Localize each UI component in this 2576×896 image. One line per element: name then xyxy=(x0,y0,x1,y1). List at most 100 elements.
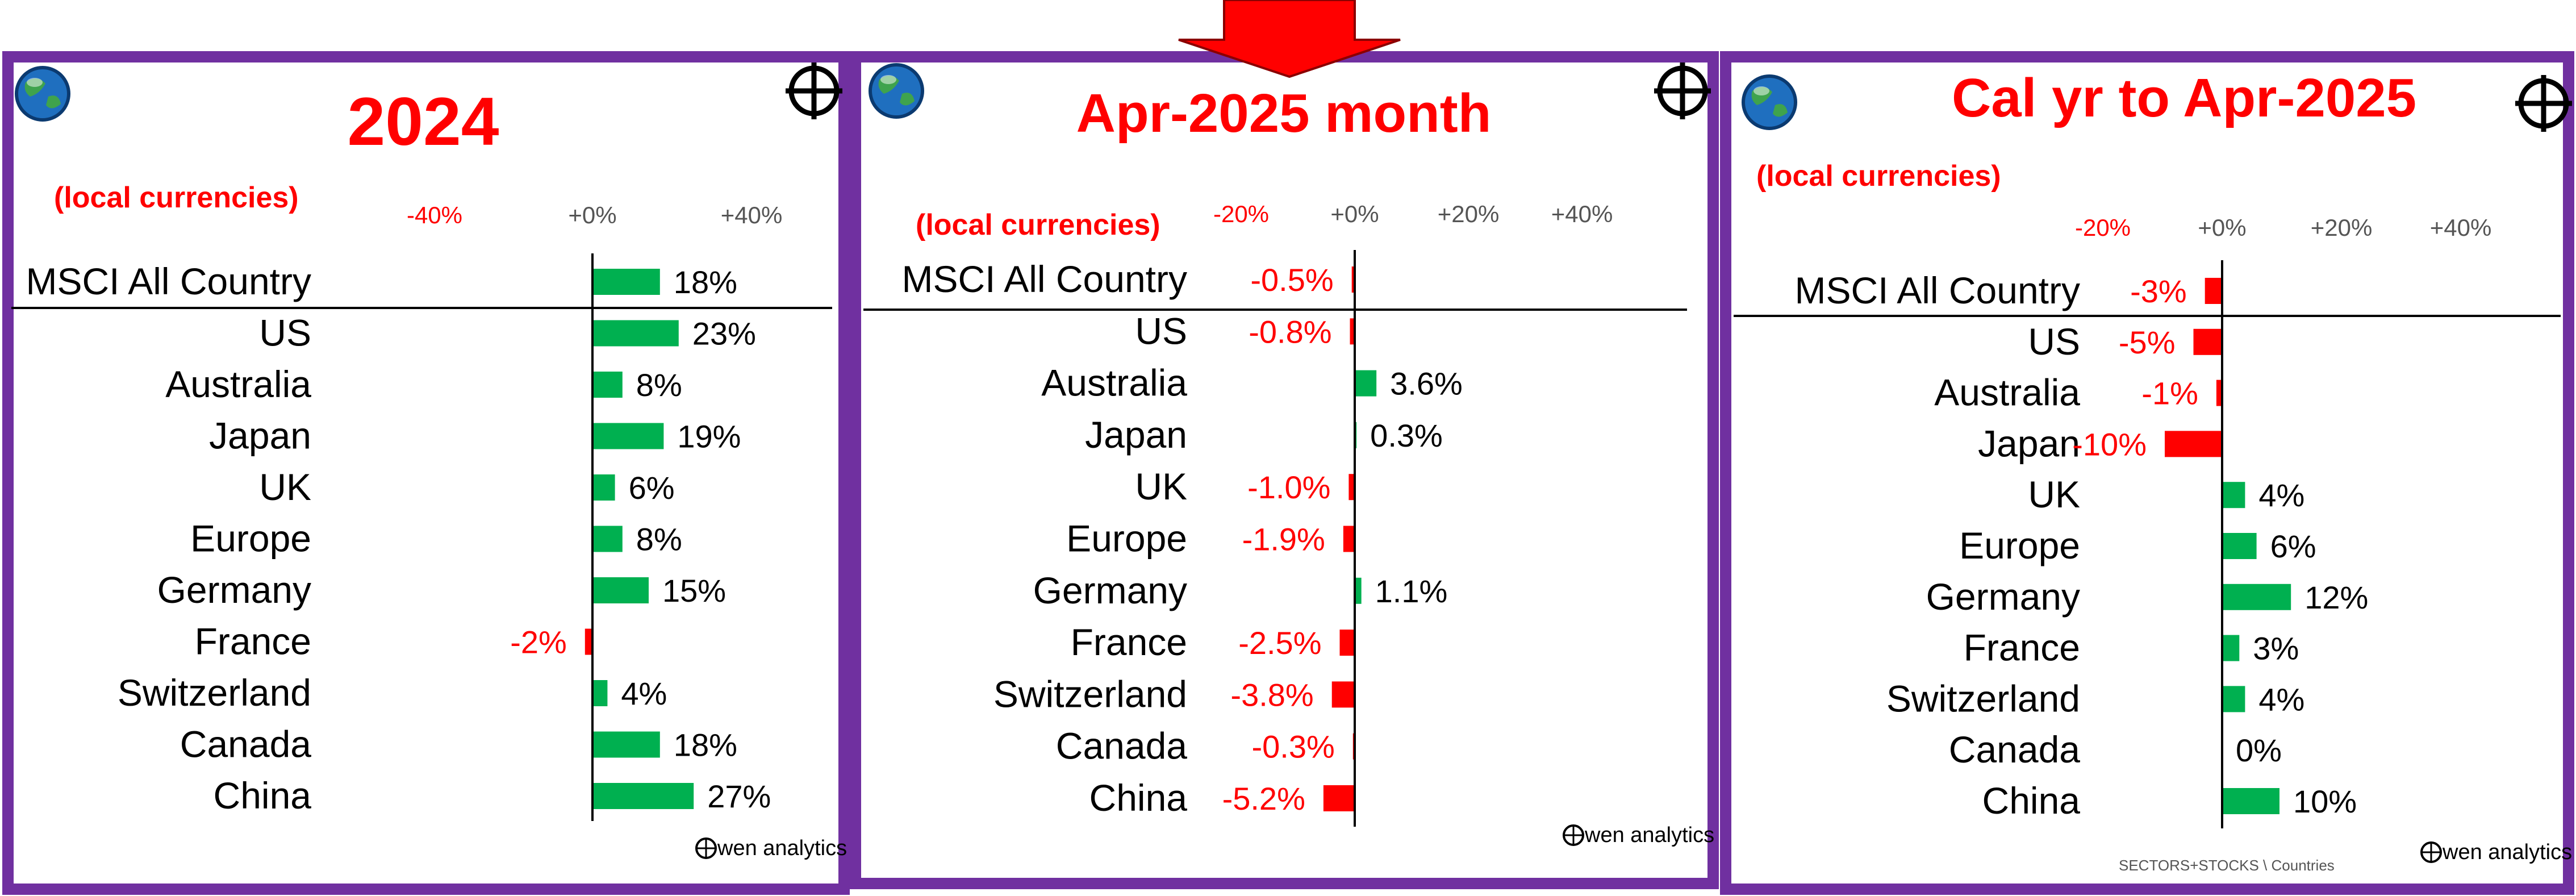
bar xyxy=(592,577,649,603)
chart-title: Apr-2025 month xyxy=(1076,83,1492,144)
category-label: Japan xyxy=(209,415,311,457)
data-label: -3.8% xyxy=(1230,677,1313,712)
data-label: -1.0% xyxy=(1247,469,1330,505)
data-label: -5.2% xyxy=(1222,781,1305,816)
bar xyxy=(592,526,623,552)
bar xyxy=(1348,474,1355,501)
panel-frame-2024 xyxy=(2,51,850,895)
data-label: 6% xyxy=(2270,528,2316,564)
bar xyxy=(2222,635,2240,661)
data-label: -0.3% xyxy=(1252,729,1335,765)
tick-label: -40% xyxy=(407,202,462,228)
owen-analytics-logo: wen analytics xyxy=(1563,823,1714,847)
bar xyxy=(2205,278,2222,304)
tick-label: +0% xyxy=(2198,214,2246,241)
category-label: China xyxy=(1089,777,1188,819)
data-label: 4% xyxy=(2258,681,2304,717)
data-label: 23% xyxy=(692,316,756,352)
owen-analytics-logo: wen analytics xyxy=(695,836,847,860)
data-label: 0% xyxy=(2236,732,2282,768)
category-label: MSCI All Country xyxy=(1795,269,2080,311)
bar xyxy=(592,731,660,758)
data-label: 27% xyxy=(707,778,771,814)
bar xyxy=(592,372,623,398)
tick-label: -20% xyxy=(1213,201,1269,227)
category-label: Australia xyxy=(1041,362,1187,404)
category-label: Europe xyxy=(1959,524,2080,566)
chart-title: 2024 xyxy=(348,84,499,160)
data-label: -2% xyxy=(510,624,567,660)
category-label: China xyxy=(214,774,312,816)
category-label: US xyxy=(2028,320,2080,362)
logo-text: wen analytics xyxy=(1584,823,1714,847)
category-label: MSCI All Country xyxy=(26,260,311,302)
bar xyxy=(2165,431,2222,457)
bar xyxy=(1350,318,1355,345)
data-label: -0.5% xyxy=(1250,262,1333,298)
category-label: Japan xyxy=(1085,414,1187,456)
category-label: Germany xyxy=(157,569,311,611)
chart-panel-2: Apr-2025 month (local currencies) -20% +0% +… xyxy=(863,83,1687,827)
chart-panel-3: Cal yr to Apr-2025 (local currencies) -20%… xyxy=(1734,68,2561,828)
bar xyxy=(592,783,694,809)
data-label: 15% xyxy=(662,573,726,609)
globe-icon xyxy=(869,63,924,119)
category-label: US xyxy=(259,312,311,354)
owen-analytics-logo: wen analytics xyxy=(2420,840,2572,864)
category-label: Switzerland xyxy=(118,672,311,714)
bar xyxy=(592,269,660,295)
panel-frame-cal-yr xyxy=(1720,51,2574,895)
bar xyxy=(2222,788,2279,814)
data-label: 0.3% xyxy=(1370,418,1443,453)
data-label: 4% xyxy=(2258,477,2304,513)
category-label: Canada xyxy=(1056,725,1187,767)
bar xyxy=(592,680,608,706)
data-label: 8% xyxy=(636,367,682,403)
category-label: France xyxy=(1071,621,1187,663)
bar xyxy=(1355,577,1362,604)
logo-text: wen analytics xyxy=(717,836,847,860)
bar xyxy=(2222,584,2291,610)
footer-note: SECTORS+STOCKS \ Countries xyxy=(2119,857,2335,874)
bar xyxy=(592,320,679,347)
data-label: -10% xyxy=(2072,426,2147,462)
category-label: US xyxy=(1135,310,1187,352)
data-label: 18% xyxy=(674,727,737,763)
tick-label: -20% xyxy=(2075,214,2131,241)
category-label: UK xyxy=(2028,473,2080,515)
category-label: Australia xyxy=(1934,372,2080,414)
tick-label: +40% xyxy=(721,202,783,228)
chart-title: Cal yr to Apr-2025 xyxy=(1952,68,2416,128)
tick-label: +40% xyxy=(2430,214,2492,241)
data-label: -1.9% xyxy=(1242,522,1325,557)
data-label: -1% xyxy=(2141,376,2198,411)
crosshair-icon xyxy=(786,62,842,119)
category-label: UK xyxy=(1135,465,1187,507)
data-label: 6% xyxy=(629,470,675,506)
down-arrow-icon xyxy=(1178,0,1401,78)
category-label: Japan xyxy=(1978,422,2080,464)
data-label: 19% xyxy=(677,419,741,455)
category-label: Germany xyxy=(1926,576,2080,618)
data-label: 3% xyxy=(2253,631,2299,666)
category-label: France xyxy=(195,620,311,662)
bar xyxy=(584,628,592,655)
category-label: China xyxy=(1982,780,2081,822)
crosshair-icon xyxy=(2515,75,2572,132)
category-label: Canada xyxy=(1949,728,2080,770)
globe-icon xyxy=(1742,74,1797,130)
data-label: -5% xyxy=(2119,324,2176,360)
data-label: 3.6% xyxy=(1390,366,1463,402)
bar xyxy=(1339,630,1355,656)
data-label: 18% xyxy=(674,264,737,300)
bar xyxy=(2193,328,2222,355)
data-label: -0.8% xyxy=(1249,314,1331,349)
tick-label: +0% xyxy=(568,202,616,228)
tick-label: +40% xyxy=(1551,201,1613,227)
bar xyxy=(2216,380,2222,406)
category-label: Europe xyxy=(1066,518,1187,560)
chart-subtitle: (local currencies) xyxy=(916,209,1160,241)
charts-layer: 2024 (local currencies) -40% +0% +40% MSCI Al… xyxy=(11,68,2561,828)
crosshair-icon xyxy=(1654,62,1711,119)
